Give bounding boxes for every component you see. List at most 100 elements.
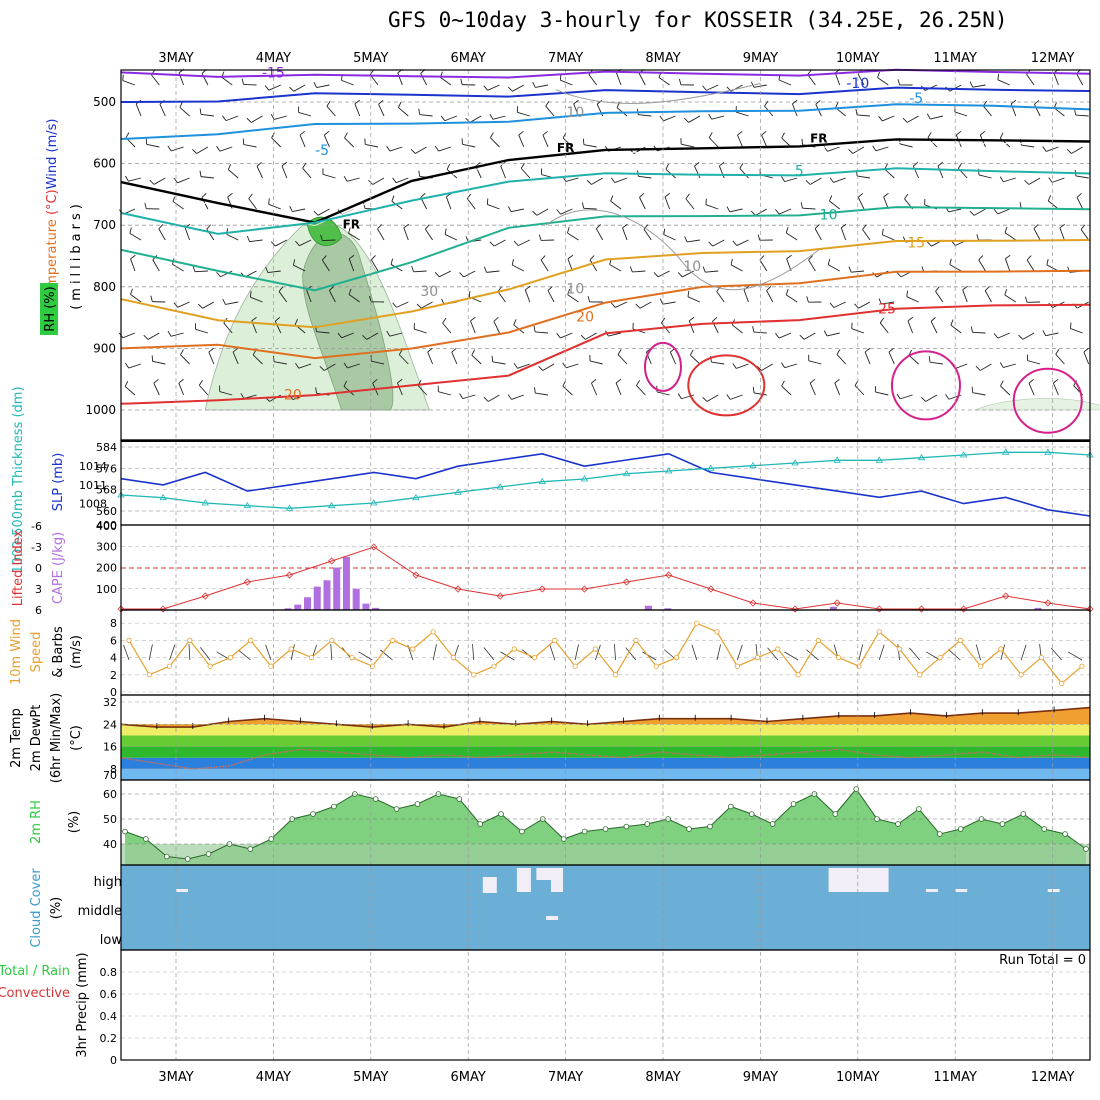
- li-point: [285, 571, 294, 579]
- wind-barb: [542, 134, 549, 148]
- date-label-bottom: 6MAY: [451, 1070, 486, 1085]
- wind-barb: [638, 73, 646, 86]
- wind-barb-flag: [511, 259, 514, 266]
- wind-barb-flag: [289, 86, 295, 92]
- wind-barb-flag: [125, 132, 130, 138]
- wind-barb: [466, 198, 476, 210]
- wind-barb: [997, 332, 1010, 339]
- wind-barb-flag: [392, 177, 397, 183]
- wind-barb: [536, 208, 549, 216]
- wind-barb: [828, 264, 840, 272]
- wind-speed-point: [308, 654, 315, 661]
- wind-barb-flag: [507, 86, 513, 92]
- precip-ylabel: 3hr Precip (mm): [75, 952, 90, 1057]
- cloud-ylabel: Cloud Cover: [29, 868, 44, 948]
- wind-barb: [614, 177, 628, 184]
- wind-tick-label: 8: [110, 617, 117, 630]
- contour-label: 30: [420, 284, 438, 300]
- rh-point: [1062, 831, 1068, 837]
- wind-barb-flag: [716, 286, 721, 292]
- wind-barb-flag: [785, 227, 789, 234]
- wind-barb: [298, 112, 312, 117]
- wind-barb: [414, 328, 427, 334]
- thickness-tick-label: 560: [96, 505, 117, 518]
- wind-barb-flag: [391, 195, 395, 202]
- wind-speed-point: [389, 637, 396, 644]
- wind-barb-flag: [192, 265, 196, 272]
- wind-barb-flag: [732, 240, 738, 246]
- wind-panel: [120, 609, 1091, 696]
- wind-barb-flag: [781, 380, 785, 387]
- wind-barb: [490, 137, 500, 148]
- wind-barb: [658, 77, 670, 86]
- rh-point: [498, 811, 504, 817]
- wind-barb-flag: [418, 170, 421, 177]
- wind-barb-flag: [756, 365, 762, 371]
- li-line: [121, 546, 1091, 610]
- contour-label: -10: [846, 76, 869, 92]
- rh-point: [393, 806, 400, 812]
- precip-legend-convective: Convective: [0, 986, 70, 1001]
- wind-barb: [636, 385, 646, 396]
- wind-speed-point: [734, 663, 740, 669]
- wind-barb-flag: [945, 394, 950, 400]
- wind-speed-point: [349, 654, 355, 661]
- wind-barb-flag: [1055, 349, 1060, 355]
- wind-barb-flag: [610, 195, 614, 202]
- wind-barb-flag: [241, 78, 244, 85]
- pressure-tick-label: 900: [93, 341, 116, 355]
- wind-barb-flag: [800, 202, 803, 209]
- wind-barb-flag: [926, 113, 931, 120]
- wind-barb-flag: [271, 132, 275, 139]
- wind-speed-point: [531, 654, 538, 661]
- warm-core-contour: [890, 350, 961, 421]
- wind-barb-flag: [635, 303, 641, 309]
- wind-barb: [403, 227, 409, 241]
- wind-barb: [608, 332, 622, 337]
- wind-barb: [809, 382, 816, 396]
- wind-barb-flag: [201, 193, 207, 198]
- wind-barb: [158, 228, 166, 241]
- wind-speed-point: [146, 672, 152, 678]
- surface-wind-barb: [549, 644, 556, 661]
- wind-barb: [732, 324, 743, 334]
- rh-point: [1083, 846, 1089, 852]
- li-point: [454, 585, 462, 593]
- wind-speed-point: [775, 646, 781, 652]
- wind-speed-point: [369, 663, 375, 669]
- wind-barb: [442, 322, 452, 334]
- wind-barb: [884, 168, 895, 179]
- wind-barb: [1047, 200, 1059, 210]
- wind-barb: [267, 270, 281, 273]
- rh-point: [247, 846, 254, 852]
- wind-barb-flag: [130, 254, 136, 260]
- wind-barb-flag: [153, 378, 159, 384]
- wind-barb-flag: [949, 258, 952, 265]
- wind-barb: [610, 200, 622, 210]
- wind-barb: [250, 115, 263, 123]
- wind-barb-flag: [483, 85, 488, 91]
- wind-barb-flag: [293, 259, 296, 266]
- wind-barb: [560, 208, 573, 215]
- wind-barb: [739, 168, 749, 179]
- wind-barb: [1022, 332, 1035, 340]
- wind-barb: [347, 177, 360, 182]
- wind-barb-flag: [534, 387, 536, 394]
- wind-barb-flag: [888, 347, 894, 353]
- wind-barb-flag: [677, 393, 682, 399]
- wind-barb-flag: [270, 241, 276, 247]
- slp-ylabel: SLP (mb): [51, 453, 66, 512]
- wind-barb: [997, 208, 1010, 215]
- wind-speed-point: [227, 654, 233, 661]
- wind-barb-flag: [580, 334, 586, 340]
- wind-barb: [248, 198, 257, 210]
- wind-barb-flag: [313, 82, 318, 88]
- wind-barb: [219, 146, 233, 152]
- wind-barb-flag: [227, 163, 232, 170]
- wind-speed-point: [1059, 680, 1065, 687]
- thickness-tick-label: 576: [96, 462, 117, 475]
- wind-barb-flag: [663, 228, 666, 235]
- wind-barb-flag: [397, 378, 403, 384]
- precip-tick-label: 0.6: [100, 988, 118, 1001]
- wind-barb: [1004, 258, 1011, 272]
